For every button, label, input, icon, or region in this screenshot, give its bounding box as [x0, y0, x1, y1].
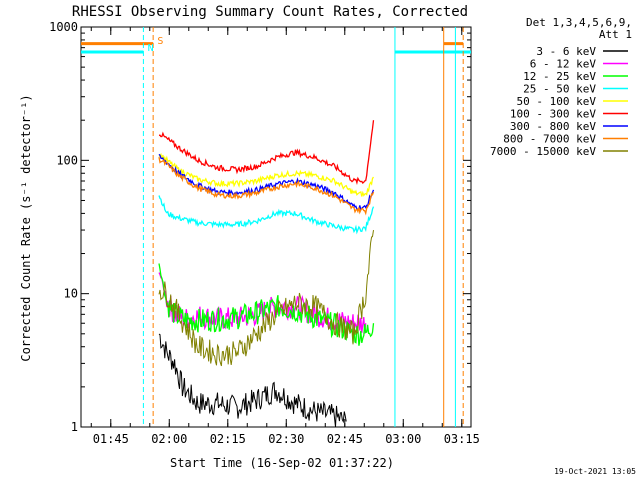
- y-tick-label: 10: [64, 287, 78, 301]
- legend-subheader: Att 1: [599, 28, 632, 41]
- legend-label-8: 7000 - 15000 keV: [490, 145, 596, 158]
- y-tick-label: 100: [56, 153, 78, 167]
- axes: 01:45 02:00 02:15 02:30 02:45 03:00 03:15 1 10 10…: [49, 20, 480, 446]
- marker-labels: SN: [148, 36, 164, 54]
- marker-label-n: N: [148, 43, 154, 54]
- legend-header: Det 1,3,4,5,6,9,: [526, 16, 632, 29]
- legend-label-3: 25 - 50 keV: [523, 83, 596, 96]
- x-tick-label: 03:00: [385, 432, 421, 446]
- series-line-5: [158, 120, 375, 186]
- series-line-8: [158, 230, 374, 367]
- series-line-7: [158, 156, 375, 216]
- y-tick-label: 1: [71, 420, 78, 434]
- series-line-4: [158, 153, 375, 197]
- legend-label-1: 6 - 12 keV: [530, 58, 597, 71]
- series-line-3: [158, 195, 375, 235]
- x-tick-label: 02:45: [327, 432, 363, 446]
- series-line-0: [158, 333, 347, 428]
- marker-label-s: S: [157, 36, 163, 47]
- marker-lines: [142, 27, 464, 427]
- attenuator-bars: [81, 42, 471, 54]
- series-lines: [158, 120, 375, 428]
- legend-label-7: 800 - 7000 keV: [503, 133, 596, 146]
- y-axis-label: Corrected Count Rate (s⁻¹ detector⁻¹): [19, 94, 33, 361]
- series-line-2: [158, 263, 375, 346]
- x-tick-label: 03:15: [444, 432, 480, 446]
- x-tick-label: 02:15: [210, 432, 246, 446]
- legend-label-6: 300 - 800 keV: [510, 120, 596, 133]
- chart-title: RHESSI Observing Summary Count Rates, Co…: [72, 4, 468, 20]
- footer-timestamp: 19-Oct-2021 13:05: [554, 467, 636, 476]
- x-tick-label: 02:00: [151, 432, 187, 446]
- legend-label-5: 100 - 300 keV: [510, 108, 596, 121]
- y-tick-label: 1000: [49, 20, 78, 34]
- legend-label-0: 3 - 6 keV: [536, 45, 596, 58]
- x-tick-label: 02:30: [268, 432, 304, 446]
- legend-label-2: 12 - 25 keV: [523, 70, 596, 83]
- legend-label-4: 50 - 100 keV: [517, 95, 597, 108]
- x-axis-label: Start Time (16-Sep-02 01:37:22): [170, 456, 394, 470]
- x-tick-label: 01:45: [93, 432, 129, 446]
- plot-frame: [80, 26, 472, 428]
